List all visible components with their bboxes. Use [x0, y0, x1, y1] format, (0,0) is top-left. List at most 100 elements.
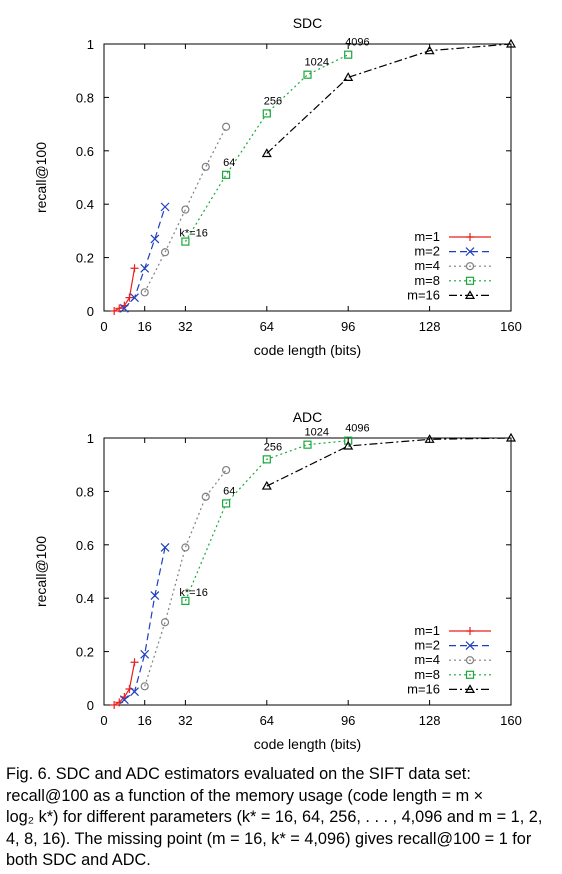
x-tick-label: 32 [178, 319, 192, 334]
data-point [303, 70, 312, 79]
x-tick-label: 160 [500, 713, 522, 728]
data-point [303, 440, 312, 449]
data-point [424, 434, 435, 443]
legend-marker [465, 276, 475, 285]
data-point [344, 436, 353, 445]
data-point [262, 455, 271, 464]
data-point [160, 248, 170, 257]
series-m=2 [119, 543, 170, 705]
y-tick-label: 0 [87, 698, 94, 713]
legend-label: m=4 [414, 652, 440, 667]
y-tick-label: 1 [87, 431, 94, 446]
data-point [130, 264, 139, 273]
legend-label: m=16 [407, 681, 440, 696]
chart-title: SDC [293, 15, 323, 31]
data-point [344, 50, 353, 59]
series-m=8 [181, 50, 353, 246]
x-tick-label: 160 [500, 319, 522, 334]
data-point [222, 465, 231, 475]
x-tick-label: 16 [137, 319, 151, 334]
series-m=16 [261, 38, 517, 158]
data-point [130, 658, 139, 667]
legend-label: m=1 [414, 623, 440, 638]
data-point [140, 263, 150, 273]
point-annotation: 4096 [345, 423, 369, 435]
x-tick-label: 128 [419, 319, 441, 334]
legend-marker [465, 670, 475, 679]
legend-label: m=16 [407, 287, 440, 302]
caption-line-1: Fig. 6. SDC and ADC estimators evaluated… [6, 765, 471, 783]
series-m=8 [181, 436, 353, 605]
legend-marker [465, 262, 475, 271]
data-point [222, 170, 231, 179]
data-point [181, 543, 190, 552]
x-tick-label: 0 [100, 713, 107, 728]
point-annotation: 64 [223, 157, 235, 169]
data-point [222, 499, 231, 508]
x-tick-label: 96 [341, 319, 355, 334]
data-point [125, 293, 134, 302]
series-m=4 [140, 465, 231, 691]
series-line [184, 54, 349, 242]
x-tick-label: 64 [260, 713, 274, 728]
x-tick-label: 0 [100, 319, 107, 334]
data-point [261, 148, 272, 158]
data-point [201, 492, 210, 501]
y-tick-label: 0.6 [76, 144, 94, 159]
data-point [150, 591, 160, 600]
legend-label: m=8 [414, 273, 440, 288]
plot-frame [103, 437, 512, 706]
data-point [130, 687, 139, 697]
y-tick-label: 0 [87, 304, 94, 319]
caption-line-2: recall@100 as a function of the memory u… [6, 786, 484, 805]
sdc-chart: SDC 0 16 32 64 96 128 160 0 0.2 0.4 0.6 0.8 1 code len… [33, 15, 522, 358]
data-point [343, 440, 354, 450]
legend: m=1m=2m=4m=8m=16 [407, 229, 491, 302]
point-annotation: 4096 [345, 37, 369, 49]
data-point [130, 293, 139, 303]
caption-line-5: both SDC and ADC. [6, 851, 151, 869]
legend-marker [465, 641, 475, 651]
y-tick-label: 0.6 [76, 538, 94, 553]
x-tick-label: 64 [260, 319, 274, 334]
data-point [160, 618, 170, 627]
data-point [110, 307, 119, 315]
data-point [181, 205, 190, 214]
point-annotation: 256 [264, 441, 282, 453]
legend-label: m=2 [414, 638, 440, 653]
point-annotation: k*=16 [179, 587, 207, 599]
x-axis-label: code length (bits) [254, 342, 361, 358]
data-point [150, 234, 160, 244]
figure-caption: Fig. 6. SDC and ADC estimators evaluated… [6, 764, 556, 872]
y-tick-label: 0.8 [76, 90, 94, 105]
y-tick-label: 0.2 [76, 251, 94, 266]
data-point [115, 304, 124, 313]
legend-marker [465, 247, 475, 257]
data-point [222, 122, 231, 131]
y-tick-label: 0.4 [76, 591, 94, 606]
point-annotation: 64 [223, 485, 235, 497]
legend-label: m=2 [414, 244, 440, 259]
data-point [262, 109, 271, 118]
legend: m=1m=2m=4m=8m=16 [407, 623, 491, 696]
y-axis-label: recall@100 [33, 536, 49, 607]
data-point [181, 237, 190, 246]
data-point [119, 695, 129, 705]
data-point [505, 38, 517, 48]
x-tick-label: 32 [178, 713, 192, 728]
caption-line-3: log₂ k*) for different parameters (k* = … [6, 808, 543, 826]
series-m=4 [140, 122, 231, 297]
legend-marker [464, 290, 476, 299]
legend-label: m=4 [414, 258, 440, 273]
legend-label: m=1 [414, 229, 440, 244]
series-line [266, 43, 512, 154]
x-tick-label: 96 [341, 713, 355, 728]
data-point [505, 432, 517, 442]
series-line [144, 469, 227, 687]
x-tick-label: 128 [419, 713, 441, 728]
chart-title: ADC [293, 409, 323, 425]
y-tick-label: 0.4 [76, 197, 94, 212]
legend-marker [464, 684, 476, 693]
y-tick-label: 0.8 [76, 484, 94, 499]
x-tick-label: 16 [137, 713, 151, 728]
